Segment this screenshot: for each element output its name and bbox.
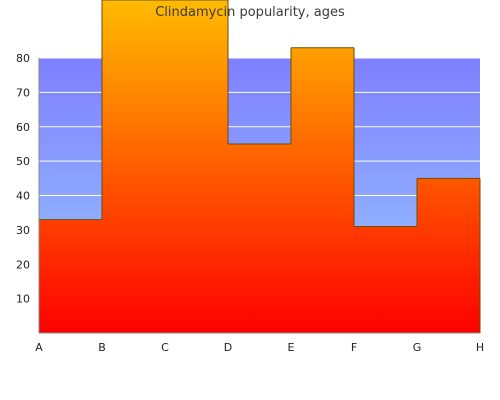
y-tick-label: 30 [16,224,30,237]
y-tick-label: 20 [16,258,30,271]
x-tick-label: F [351,341,357,354]
x-tick-label: G [413,341,422,354]
x-tick-label: H [476,341,484,354]
y-tick-labels: 10 20 30 40 50 60 70 80 [16,52,30,306]
x-tick-label: A [35,341,43,354]
x-tick-label: C [161,341,169,354]
x-tick-label: D [224,341,232,354]
y-tick-label: 80 [16,52,30,65]
y-tick-label: 50 [16,155,30,168]
y-tick-label: 10 [16,293,30,306]
y-tick-label: 60 [16,121,30,134]
y-tick-label: 70 [16,86,30,99]
area-outline [38,0,481,333]
x-tick-label: E [288,341,295,354]
chart-title: Clindamycin popularity, ages [155,5,345,20]
x-tick-label: B [98,341,106,354]
x-tick-labels: A B C D E F G H [35,341,484,354]
y-tick-label: 40 [16,190,30,203]
